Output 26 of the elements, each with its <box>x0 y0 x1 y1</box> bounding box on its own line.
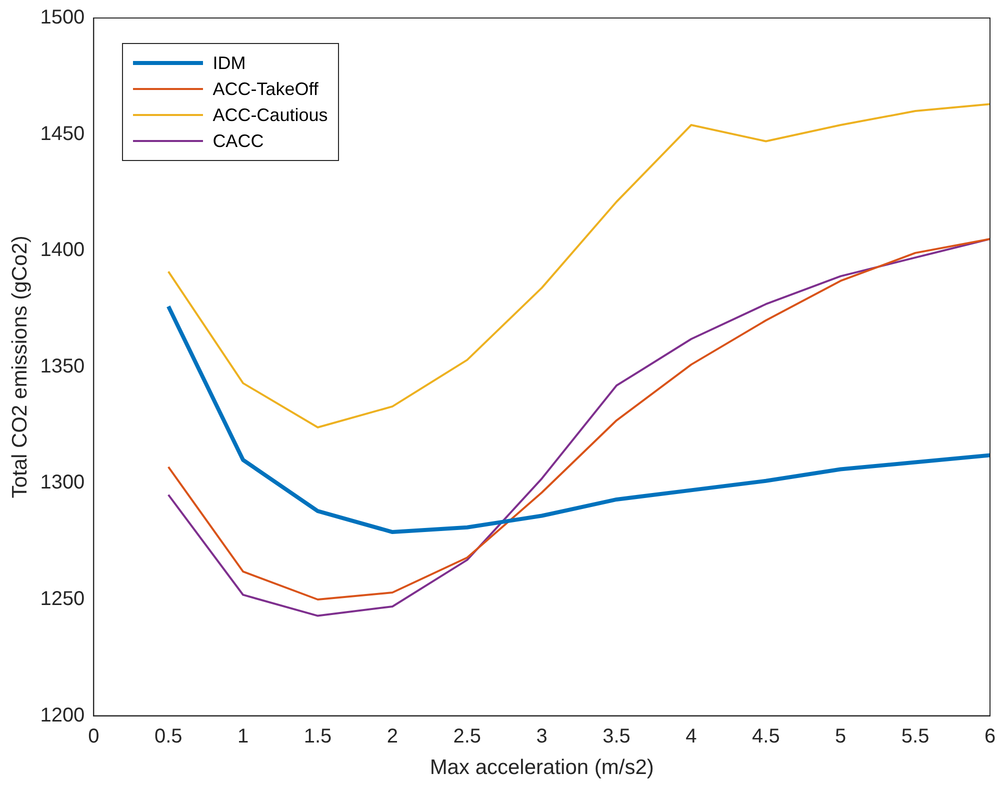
y-tick-label: 1350 <box>40 355 85 378</box>
x-tick-label: 3.5 <box>602 725 630 748</box>
x-tick-label: 0 <box>88 725 100 748</box>
x-tick-label: 5.5 <box>901 725 930 748</box>
x-tick-label: 0.5 <box>154 725 182 748</box>
y-tick-label: 1400 <box>40 239 85 262</box>
legend-label: ACC-Cautious <box>212 104 328 126</box>
x-tick-label: 6 <box>984 725 996 748</box>
legend-label: ACC-TakeOff <box>212 78 318 100</box>
legend-label: CACC <box>212 130 264 152</box>
x-tick-label: 1 <box>238 725 249 748</box>
y-tick-label: 1500 <box>40 6 85 29</box>
x-tick-label: 4.5 <box>752 725 780 748</box>
y-tick-label: 1450 <box>40 122 85 145</box>
y-tick-label: 1300 <box>40 472 85 494</box>
legend-label: IDM <box>212 52 246 74</box>
x-axis-title: Max acceleration (m/s2) <box>430 756 654 780</box>
y-axis-title: Total CO2 emissions (gCo2) <box>8 236 32 498</box>
y-tick-label: 1250 <box>40 588 85 610</box>
x-tick-label: 4 <box>686 725 697 748</box>
x-tick-label: 2 <box>386 725 398 748</box>
x-tick-label: 1.5 <box>304 725 332 748</box>
y-tick-label: 1200 <box>40 704 85 726</box>
x-tick-label: 2.5 <box>453 725 482 748</box>
x-tick-label: 5 <box>835 725 846 748</box>
x-tick-label: 3 <box>536 725 548 748</box>
